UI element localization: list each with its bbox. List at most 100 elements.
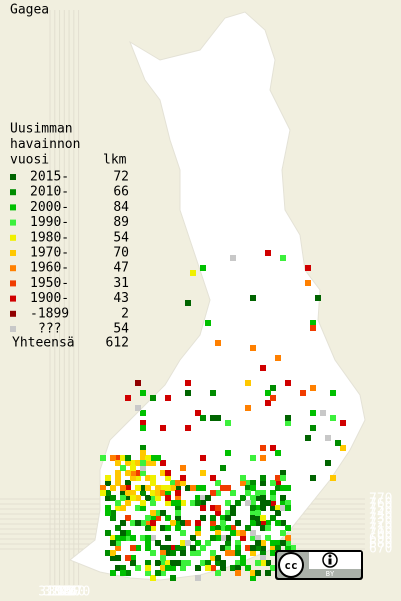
cell [255,490,261,496]
cell [210,505,216,511]
cell [280,520,286,526]
cell [210,415,216,421]
cell [260,540,266,546]
cell [185,540,191,546]
cell [180,520,186,526]
cell [120,570,126,576]
cell [310,325,316,331]
cell [160,425,166,431]
total-count: 612 [106,336,129,351]
cell [240,495,246,501]
cell [150,490,156,496]
cell [180,560,186,566]
cell [250,550,256,556]
cell [105,530,111,536]
cell [140,520,146,526]
cell [180,530,186,536]
cell [165,395,171,401]
cell [145,475,151,481]
cell [120,495,126,501]
cell [280,505,286,511]
cell [260,490,266,496]
cell [215,505,221,511]
cell [125,485,131,491]
cell [265,390,271,396]
cell [110,495,116,501]
y-tick-label: 770 [369,492,392,507]
cell [325,435,331,441]
cell [250,480,256,486]
legend-count: 43 [113,291,129,306]
cell [110,540,116,546]
cell [210,490,216,496]
cell [115,555,121,561]
cell [145,520,151,526]
cell [155,495,161,501]
cell [135,495,141,501]
cell [230,505,236,511]
cell [270,385,276,391]
cell [230,530,236,536]
legend-label: 2000- [30,200,69,215]
cell [285,380,291,386]
cell [265,250,271,256]
cell [275,540,281,546]
cell [200,265,206,271]
cell [140,505,146,511]
cell [240,555,246,561]
cell [120,520,126,526]
by-label: BY [326,570,335,578]
x-tick-label: 310 [38,585,61,600]
cell [130,465,136,471]
cell [160,490,166,496]
cell [150,515,156,521]
cell [145,565,151,571]
cell [190,550,196,556]
cell [175,480,181,486]
cell [175,500,181,506]
cell [250,295,256,301]
cell [325,460,331,466]
cell [195,485,201,491]
cell [220,525,226,531]
cell [320,410,326,416]
cell [200,485,206,491]
cell [150,495,156,501]
cell [180,565,186,571]
cell [260,455,266,461]
cell [280,485,286,491]
cell [195,565,201,571]
cell [225,485,231,491]
cell [165,495,171,501]
cell [150,550,156,556]
cell [170,565,176,571]
cell [260,560,266,566]
cell [120,465,126,471]
y-tick-label: 670 [369,542,392,557]
cell [265,520,271,526]
cell [145,525,151,531]
cell [140,455,146,461]
cell [160,550,166,556]
cell [155,560,161,566]
cell [185,485,191,491]
cell [170,485,176,491]
cell [260,550,266,556]
cell [310,425,316,431]
cell [280,530,286,536]
cell [210,520,216,526]
cell [145,540,151,546]
legend-swatch [10,219,16,226]
cell [160,485,166,491]
cell [245,380,251,386]
cell [175,545,181,551]
cell [250,530,256,536]
cell [235,520,241,526]
x-tick-label: 370 [67,585,90,600]
cell [120,455,126,461]
cell [315,295,321,301]
cell [100,490,106,496]
cell [155,490,161,496]
cell [250,535,256,541]
cell [265,400,271,406]
